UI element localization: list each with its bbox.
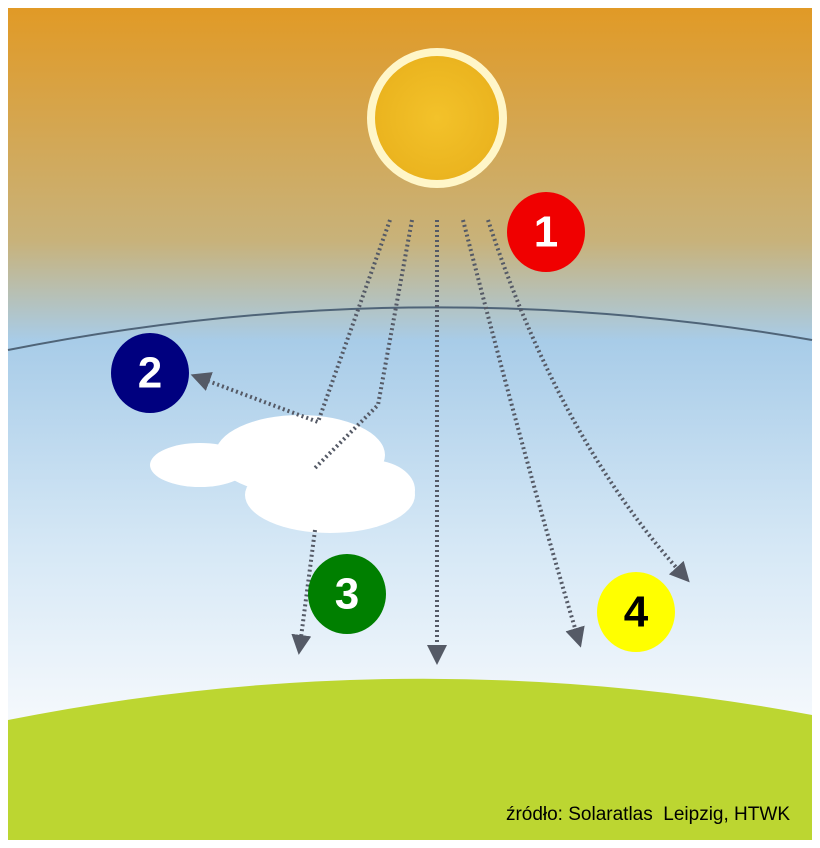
- badge-label: 4: [624, 588, 649, 637]
- sun: [371, 52, 503, 184]
- badge-label: 3: [335, 570, 359, 619]
- diagram: 1 2 3 4 źródło: Solaratlas Leipzig, HTWK: [0, 0, 820, 848]
- source-note: źródło: Solaratlas Leipzig, HTWK: [506, 804, 790, 825]
- badge-label: 2: [138, 349, 162, 398]
- badge-label: 1: [534, 208, 558, 257]
